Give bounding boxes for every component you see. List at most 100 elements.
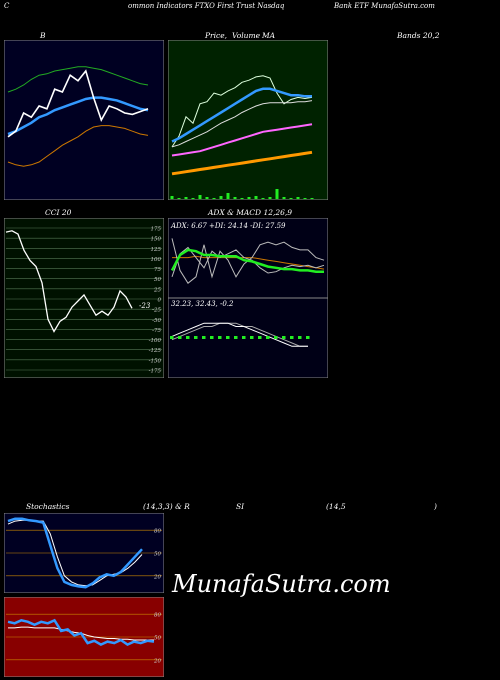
tick-label: -150 — [149, 358, 162, 364]
volume-bar — [198, 195, 202, 199]
adx-adx_green-line — [170, 248, 324, 273]
adx-plus_di-line — [171, 246, 325, 277]
tick-label: 25 — [153, 287, 161, 293]
macd-hist-bar — [250, 336, 254, 339]
macd-hist-bar — [186, 336, 190, 339]
tick-label: 75 — [154, 267, 161, 273]
tick-label: 20 — [153, 658, 161, 664]
macd-hist-bar — [234, 336, 238, 339]
stoch-grid: 80 50 20 — [6, 529, 162, 580]
volume-bar — [233, 197, 237, 199]
macd-hist-bar — [298, 336, 302, 339]
stoch-lines — [7, 517, 143, 589]
tick-label: 175 — [151, 227, 162, 233]
macd-hist-bar — [282, 336, 286, 339]
price-ma_orange-line — [171, 150, 313, 176]
tick-label: 50 — [154, 277, 161, 283]
volume-bar — [170, 196, 174, 199]
macd-hist-bar — [194, 336, 198, 339]
macd-hist-bar — [210, 336, 214, 339]
watermark: MunafaSutra.com — [172, 570, 391, 598]
cci-line — [5, 230, 133, 333]
price-ma_short-line — [171, 87, 312, 143]
tick-label: -125 — [149, 348, 162, 354]
volume-bar — [226, 193, 230, 199]
volume-bar — [184, 197, 188, 199]
rsi-params: (14,5 — [326, 502, 346, 511]
tick-label: 0 — [158, 298, 162, 304]
bollinger-mid-line — [7, 96, 149, 136]
rsi-line — [7, 618, 155, 647]
macd-hist-bar — [274, 336, 278, 339]
price-ma-chart — [168, 40, 328, 200]
header-left: C — [4, 2, 10, 10]
macd-hist-bar — [202, 336, 206, 339]
tick-label: 50 — [154, 636, 161, 642]
macd-hist-bar — [242, 336, 246, 339]
tick-label: 80 — [154, 613, 161, 619]
stoch-chart: 80 50 20 — [4, 513, 164, 593]
cci-line — [5, 230, 133, 333]
rsi-close: ) — [434, 502, 437, 511]
tick-label: 50 — [154, 552, 161, 558]
volume-bars — [170, 189, 314, 199]
header-middle: ommon Indicators FTXO First Trust Nasdaq — [128, 2, 285, 10]
macd-hist-bar — [226, 336, 230, 339]
ma-label: MA — [262, 31, 276, 40]
bollinger-lower-line — [7, 125, 149, 167]
bollinger-label: B — [40, 31, 46, 40]
volume-bar — [219, 196, 223, 199]
stoch-k-line — [7, 517, 143, 589]
volume-bar — [275, 189, 279, 199]
cci-grid: 175 150 125 100 75 50 25 0 -25 -50 -75 -100 -125 -150… — [6, 227, 162, 375]
tick-label: 20 — [153, 574, 161, 580]
adx-lines — [170, 238, 325, 284]
rsi-chart: 80 50 20 — [4, 597, 164, 677]
volume-bar — [282, 197, 286, 199]
volume-label: Volume — [232, 31, 261, 40]
macd-hist-bar — [170, 336, 174, 339]
macd-hist-bar — [178, 336, 182, 339]
macd-hist-bar — [258, 336, 262, 339]
stoch-params: (14,3,3) & R — [143, 502, 190, 511]
cci-value-label: -23 — [139, 302, 151, 310]
price-ma_pink-line — [171, 123, 313, 157]
header-right: Bank ETF MunafaSutra.com — [334, 2, 435, 10]
volume-bar — [289, 198, 293, 199]
macd-lines — [170, 322, 310, 347]
tick-label: 100 — [151, 257, 162, 263]
macd-signal-line — [171, 322, 308, 347]
macd-values: 32.23, 32.43, -0.2 — [171, 300, 234, 308]
tick-label: 150 — [151, 237, 162, 243]
bollinger-upper-line — [7, 66, 149, 93]
macd-hist-bar — [218, 336, 222, 339]
volume-bar — [191, 198, 195, 199]
macd-hist-bar — [290, 336, 294, 339]
price-ma-lines — [171, 75, 313, 176]
macd-line — [171, 322, 308, 347]
volume-bar — [268, 197, 272, 199]
adx-chart: ADX: 6.67 +DI: 24.14 -DI: 27.59 — [168, 218, 328, 298]
macd-chart: 32.23, 32.43, -0.2 — [168, 298, 328, 378]
macd-hist-bar — [306, 336, 310, 339]
price-ma_mid-line — [171, 100, 313, 148]
tick-label: -75 — [152, 328, 161, 334]
rsi-grid: 80 50 20 — [6, 613, 162, 664]
tick-label: 125 — [151, 247, 162, 253]
volume-bar — [310, 198, 314, 199]
volume-bar — [177, 198, 181, 199]
cci-chart: 175 150 125 100 75 50 25 0 -25 -50 -75 -100 -125 -150… — [4, 218, 164, 378]
rsi-lines — [7, 618, 155, 647]
rsi-label: SI — [236, 502, 245, 511]
adx-adx-line — [172, 255, 325, 270]
volume-bar — [240, 198, 244, 199]
volume-bar — [254, 196, 258, 199]
price-price-line — [171, 75, 313, 148]
adx-label: ADX & MACD 12,26,9 — [208, 208, 293, 217]
stoch-label: Stochastics — [26, 502, 70, 511]
volume-bar — [303, 198, 307, 199]
cci-label: CCI 20 — [45, 208, 72, 217]
volume-bar — [261, 198, 265, 199]
bollinger-price-line — [7, 69, 149, 138]
volume-bar — [205, 197, 209, 199]
